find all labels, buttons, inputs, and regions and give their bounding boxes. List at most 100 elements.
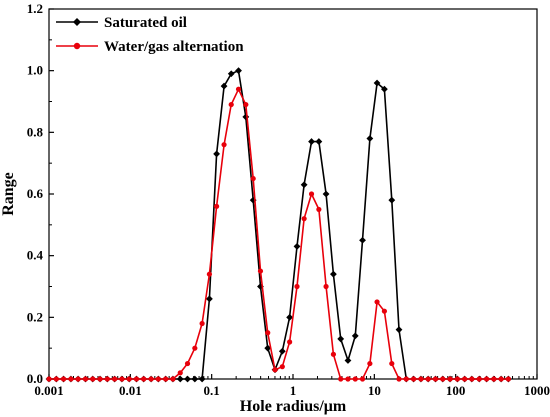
data-point bbox=[315, 138, 323, 145]
data-point bbox=[469, 376, 475, 382]
data-point bbox=[498, 376, 504, 382]
y-tick-label: 0.2 bbox=[27, 309, 43, 324]
data-point bbox=[411, 376, 417, 382]
data-point bbox=[403, 376, 409, 382]
data-point bbox=[316, 206, 322, 213]
data-point bbox=[257, 283, 264, 290]
data-point bbox=[338, 376, 344, 382]
series-line-1 bbox=[49, 87, 509, 380]
data-point bbox=[46, 376, 52, 382]
data-point bbox=[374, 299, 380, 305]
data-point bbox=[440, 376, 446, 382]
data-point bbox=[235, 67, 242, 75]
data-point bbox=[323, 283, 329, 290]
data-point bbox=[199, 320, 205, 327]
y-tick-label: 0.8 bbox=[27, 124, 44, 139]
data-point bbox=[250, 175, 256, 182]
data-point bbox=[82, 376, 89, 382]
legend-label-0: Saturated oil bbox=[104, 15, 187, 31]
y-tick-label: 0.0 bbox=[27, 371, 43, 386]
data-point bbox=[75, 376, 81, 382]
data-point bbox=[192, 345, 198, 351]
data-point bbox=[126, 376, 132, 382]
y-axis-title: Range bbox=[0, 172, 17, 216]
data-point bbox=[272, 367, 278, 373]
x-tick-label: 1000 bbox=[524, 383, 550, 398]
data-point bbox=[322, 190, 330, 198]
data-point bbox=[359, 236, 366, 244]
data-point bbox=[148, 376, 154, 382]
x-tick-label: 100 bbox=[446, 383, 466, 398]
data-point bbox=[308, 138, 315, 145]
data-point bbox=[243, 101, 249, 108]
data-point bbox=[206, 271, 213, 277]
data-point bbox=[505, 376, 511, 382]
data-point bbox=[373, 79, 381, 87]
data-point bbox=[300, 181, 308, 189]
data-point bbox=[418, 376, 424, 382]
legend: Saturated oil Water/gas alternation bbox=[56, 15, 244, 55]
data-point bbox=[359, 376, 366, 382]
data-point bbox=[213, 150, 221, 158]
data-point bbox=[228, 101, 234, 108]
data-point bbox=[133, 376, 140, 382]
data-point bbox=[170, 376, 176, 382]
y-tick-label: 0.6 bbox=[27, 186, 44, 201]
data-point bbox=[119, 376, 125, 382]
data-point bbox=[235, 86, 242, 92]
data-point bbox=[352, 376, 358, 382]
data-point bbox=[293, 243, 301, 250]
data-point bbox=[337, 335, 345, 343]
data-point bbox=[257, 268, 264, 274]
data-point bbox=[112, 376, 118, 382]
data-point bbox=[301, 216, 307, 222]
data-point bbox=[176, 375, 184, 383]
y-axis: 0.0 0.2 0.4 0.6 0.8 1.0 1.2 bbox=[27, 1, 54, 386]
data-point bbox=[454, 376, 460, 382]
y-tick-label: 1.0 bbox=[27, 63, 43, 78]
data-point bbox=[184, 375, 191, 383]
data-point bbox=[177, 370, 183, 376]
data-point bbox=[68, 376, 74, 382]
data-point bbox=[308, 191, 315, 197]
data-point bbox=[242, 113, 250, 121]
x-tick-label: 10 bbox=[368, 383, 381, 398]
data-point bbox=[381, 308, 388, 314]
data-point bbox=[249, 196, 257, 204]
data-point bbox=[396, 376, 402, 382]
data-point bbox=[214, 203, 220, 209]
data-point bbox=[286, 313, 294, 321]
data-point bbox=[344, 357, 352, 364]
data-point bbox=[278, 347, 286, 355]
data-point bbox=[163, 376, 169, 382]
data-point bbox=[351, 332, 359, 340]
data-point bbox=[60, 376, 67, 382]
x-axis-title: Hole radius/μm bbox=[240, 398, 347, 415]
legend-label-1: Water/gas alternation bbox=[104, 39, 244, 55]
data-point bbox=[425, 376, 431, 382]
data-point bbox=[483, 376, 490, 382]
data-point bbox=[198, 375, 206, 383]
data-point bbox=[367, 360, 373, 367]
data-point bbox=[462, 376, 468, 382]
data-point bbox=[155, 376, 161, 382]
data-point bbox=[206, 295, 213, 303]
x-tick-label: 0.001 bbox=[34, 383, 63, 398]
data-point bbox=[491, 376, 497, 382]
x-tick-label: 0.1 bbox=[204, 383, 220, 398]
data-point bbox=[287, 339, 293, 345]
plot-frame bbox=[48, 8, 538, 380]
data-point bbox=[220, 82, 228, 90]
data-point bbox=[345, 376, 351, 382]
data-point bbox=[53, 376, 59, 382]
data-point bbox=[330, 270, 337, 278]
legend-marker-1 bbox=[73, 42, 81, 50]
data-point bbox=[141, 376, 147, 382]
data-point bbox=[191, 375, 199, 383]
data-point bbox=[294, 283, 300, 290]
data-point bbox=[447, 376, 453, 382]
x-tick-label: 0.01 bbox=[119, 383, 142, 398]
data-point bbox=[389, 360, 395, 367]
